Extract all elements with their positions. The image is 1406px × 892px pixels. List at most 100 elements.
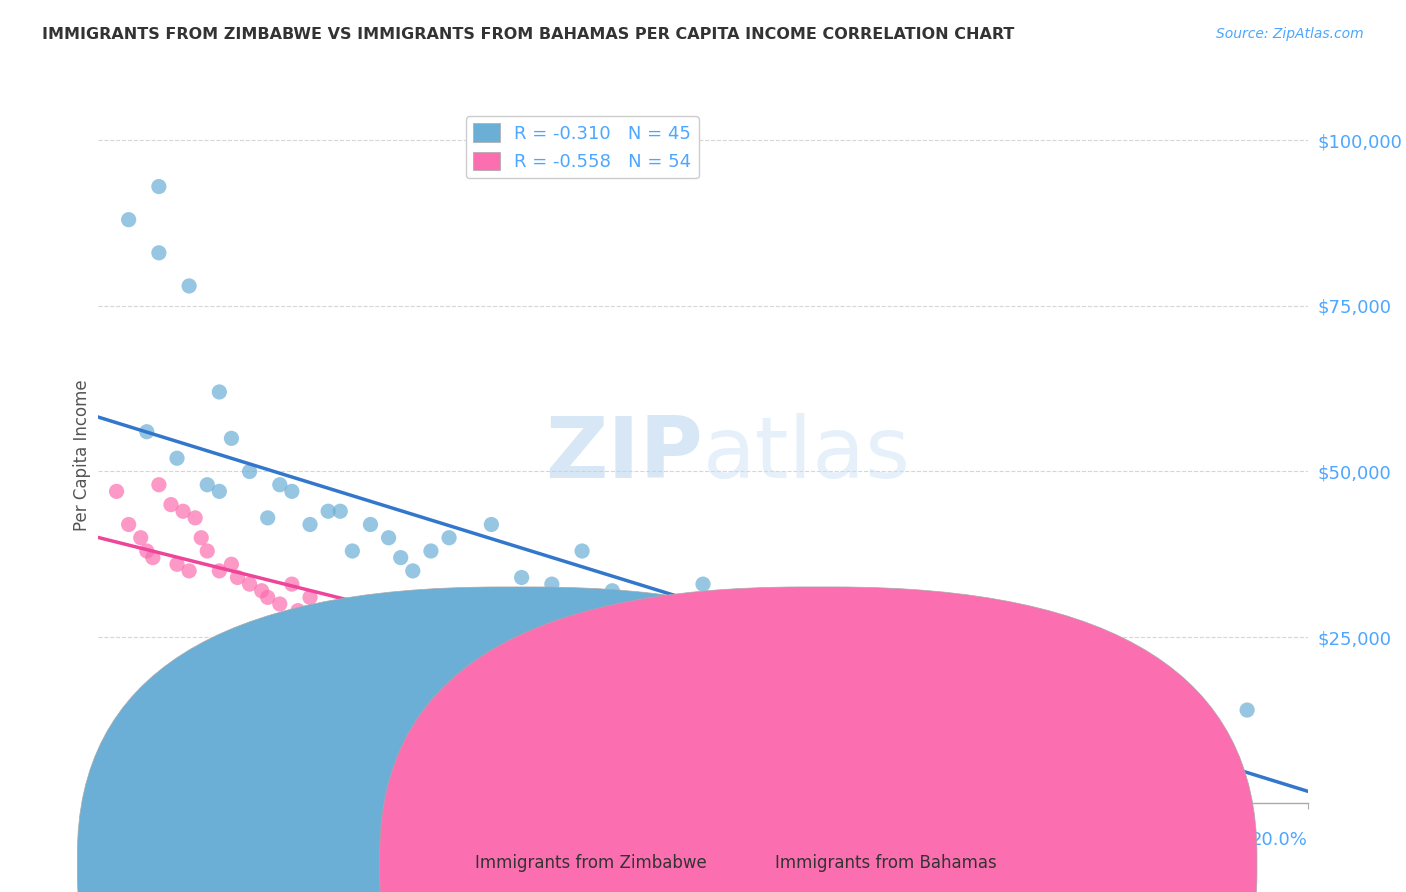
Point (311, 610, 333, 624)
Point (498, 657, 520, 671)
Point (450, 597, 472, 611)
Point (965, 736, 987, 750)
Point (752, 610, 775, 624)
Point (226, 570, 249, 584)
Point (371, 630, 394, 644)
Point (172, 504, 194, 518)
Point (1115, 690, 1137, 704)
Point (135, 425, 157, 439)
Point (269, 597, 291, 611)
Point (402, 564, 425, 578)
Point (408, 624, 430, 638)
Y-axis label: Per Capita Income: Per Capita Income (73, 379, 91, 531)
Point (287, 604, 309, 618)
Point (281, 484, 304, 499)
Text: Immigrants from Zimbabwe: Immigrants from Zimbabwe (475, 855, 706, 872)
Point (342, 610, 364, 624)
Point (437, 531, 460, 545)
Point (316, 504, 339, 518)
Point (631, 597, 654, 611)
Text: ZIP: ZIP (546, 413, 703, 497)
Point (389, 550, 412, 565)
Point (873, 709, 896, 723)
Point (148, 245, 170, 260)
Point (432, 637, 454, 651)
Point (118, 212, 141, 227)
Point (752, 697, 775, 711)
Point (450, 610, 472, 624)
Point (389, 597, 412, 611)
Point (360, 616, 382, 631)
Point (661, 683, 683, 698)
Point (813, 630, 835, 644)
Point (208, 484, 231, 499)
Point (135, 544, 157, 558)
Point (994, 670, 1017, 684)
Point (177, 279, 201, 293)
Point (904, 749, 927, 764)
Point (661, 624, 683, 638)
Point (631, 676, 654, 690)
Point (571, 544, 593, 558)
Text: Immigrants from Bahamas: Immigrants from Bahamas (775, 855, 997, 872)
Point (208, 564, 231, 578)
Point (239, 577, 262, 591)
Point (481, 650, 503, 665)
Point (105, 484, 128, 499)
Point (142, 550, 165, 565)
Point (571, 657, 593, 671)
Point (184, 511, 207, 525)
Text: atlas: atlas (703, 413, 911, 497)
Text: 20.0%: 20.0% (1251, 830, 1308, 848)
Text: Source: ZipAtlas.com: Source: ZipAtlas.com (1216, 27, 1364, 41)
Point (148, 477, 170, 491)
Point (256, 511, 278, 525)
Point (873, 650, 896, 665)
Point (602, 583, 624, 598)
Point (129, 531, 152, 545)
Point (389, 604, 412, 618)
Point (529, 663, 551, 677)
Point (510, 643, 533, 657)
Point (1054, 683, 1077, 698)
Point (256, 591, 278, 605)
Point (994, 723, 1017, 737)
Point (250, 583, 273, 598)
Point (934, 663, 956, 677)
Point (195, 544, 218, 558)
Point (190, 531, 212, 545)
Point (510, 570, 533, 584)
Point (118, 517, 141, 532)
Point (281, 577, 304, 591)
Point (160, 498, 183, 512)
Point (342, 544, 364, 558)
Point (419, 630, 441, 644)
Point (419, 544, 441, 558)
Legend: R = -0.310   N = 45, R = -0.558   N = 54: R = -0.310 N = 45, R = -0.558 N = 54 (465, 116, 699, 178)
Point (299, 591, 322, 605)
Point (540, 670, 562, 684)
Point (299, 517, 322, 532)
Point (540, 577, 562, 591)
Point (347, 624, 370, 638)
Point (221, 558, 243, 572)
Point (360, 517, 382, 532)
Point (329, 504, 352, 518)
Point (316, 616, 339, 631)
Point (269, 477, 291, 491)
Point (177, 564, 201, 578)
Point (468, 643, 491, 657)
Point (329, 650, 352, 665)
Point (934, 716, 956, 731)
Point (148, 179, 170, 194)
Point (208, 384, 231, 399)
Point (692, 683, 714, 698)
Point (481, 517, 503, 532)
Point (269, 650, 291, 665)
Point (329, 604, 352, 618)
Point (1054, 730, 1077, 744)
Point (166, 451, 188, 466)
Point (377, 531, 399, 545)
Point (166, 558, 188, 572)
Point (195, 477, 218, 491)
